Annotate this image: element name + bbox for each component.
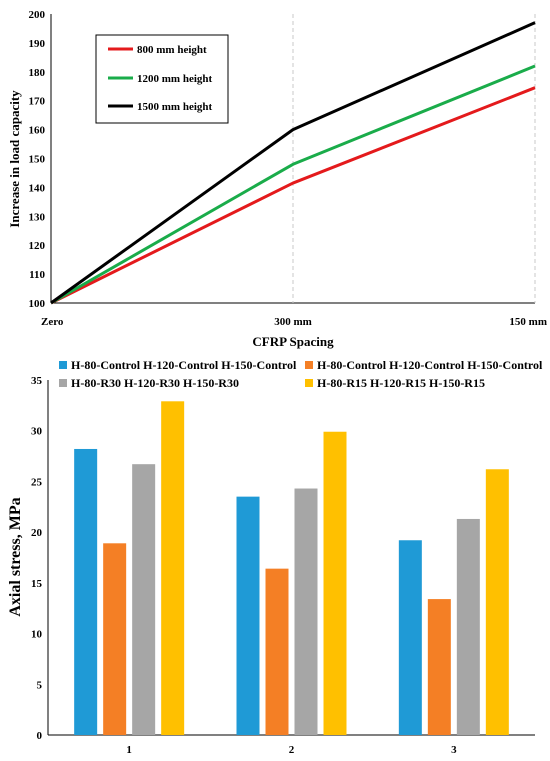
series-line [50, 64, 536, 305]
y-tick-label: 120 [29, 240, 46, 252]
y-tick-label: 180 [29, 67, 46, 79]
y-tick-label: 15 [31, 578, 43, 590]
y-tick-label: 110 [29, 269, 45, 281]
bar [427, 599, 451, 735]
y-tick-label: 35 [31, 375, 43, 387]
x-tick-label: Zero [41, 316, 64, 328]
legend-swatch [305, 361, 313, 369]
series-line [50, 86, 536, 305]
bar [265, 568, 289, 735]
y-tick-label: 25 [31, 476, 43, 488]
bar [74, 448, 98, 735]
legend-label: H-80-Control H-120-Control H-150-Control [71, 358, 297, 372]
bar-chart: H-80-Control H-120-Control H-150-Control… [7, 358, 543, 756]
bar [485, 469, 509, 735]
x-tick-label: 2 [289, 744, 295, 756]
legend-swatch [59, 379, 67, 387]
bar [236, 496, 260, 735]
y-tick-label: 140 [29, 182, 46, 194]
y-tick-label: 20 [31, 527, 43, 539]
legend-label: 800 mm height [137, 44, 207, 56]
bar [103, 543, 127, 735]
bar [294, 488, 318, 735]
y-tick-label: 160 [29, 125, 46, 137]
bar [323, 431, 347, 735]
y-tick-label: 10 [31, 629, 43, 641]
legend: 800 mm height 1200 mm height 1500 mm heigh… [95, 34, 229, 124]
legend-swatch [305, 379, 313, 387]
y-tick-label: 30 [31, 426, 43, 438]
y-tick-label: 5 [37, 679, 43, 691]
bar [398, 540, 422, 735]
y-tick-label: 170 [29, 96, 46, 108]
y-axis-title: Axial stress, MPa [7, 497, 24, 616]
x-tick-label: 3 [451, 744, 457, 756]
bar [456, 518, 480, 735]
bar [161, 401, 185, 735]
legend-label: 1500 mm height [137, 101, 213, 113]
y-tick-label: 0 [37, 730, 43, 742]
y-axis-title: Increase in load capacity [7, 90, 22, 228]
bar [132, 464, 156, 735]
legend-swatch [59, 361, 67, 369]
legend-label: H-80-R30 H-120-R30 H-150-R30 [71, 376, 239, 390]
x-axis-title: CFRP Spacing [252, 334, 334, 349]
x-tick-label: 1 [126, 744, 132, 756]
y-tick-label: 130 [29, 211, 46, 223]
legend-label: H-80-Control H-120-Control H-150-Control [317, 358, 543, 372]
legend: H-80-Control H-120-Control H-150-Control… [59, 358, 543, 390]
y-tick-label: 190 [29, 38, 46, 50]
x-tick-label: 150 mm [509, 316, 547, 328]
legend-label: 1200 mm height [137, 73, 213, 85]
legend-label: H-80-R15 H-120-R15 H-150-R15 [317, 376, 485, 390]
y-tick-label: 150 [29, 154, 46, 166]
y-tick-label: 200 [29, 9, 46, 21]
x-tick-label: 300 mm [274, 316, 312, 328]
line-chart: 100 110 120 130 140 150 160 170 180 190 200 Zero 30… [7, 9, 547, 349]
series-line [50, 21, 536, 305]
y-tick-label: 100 [29, 298, 46, 310]
